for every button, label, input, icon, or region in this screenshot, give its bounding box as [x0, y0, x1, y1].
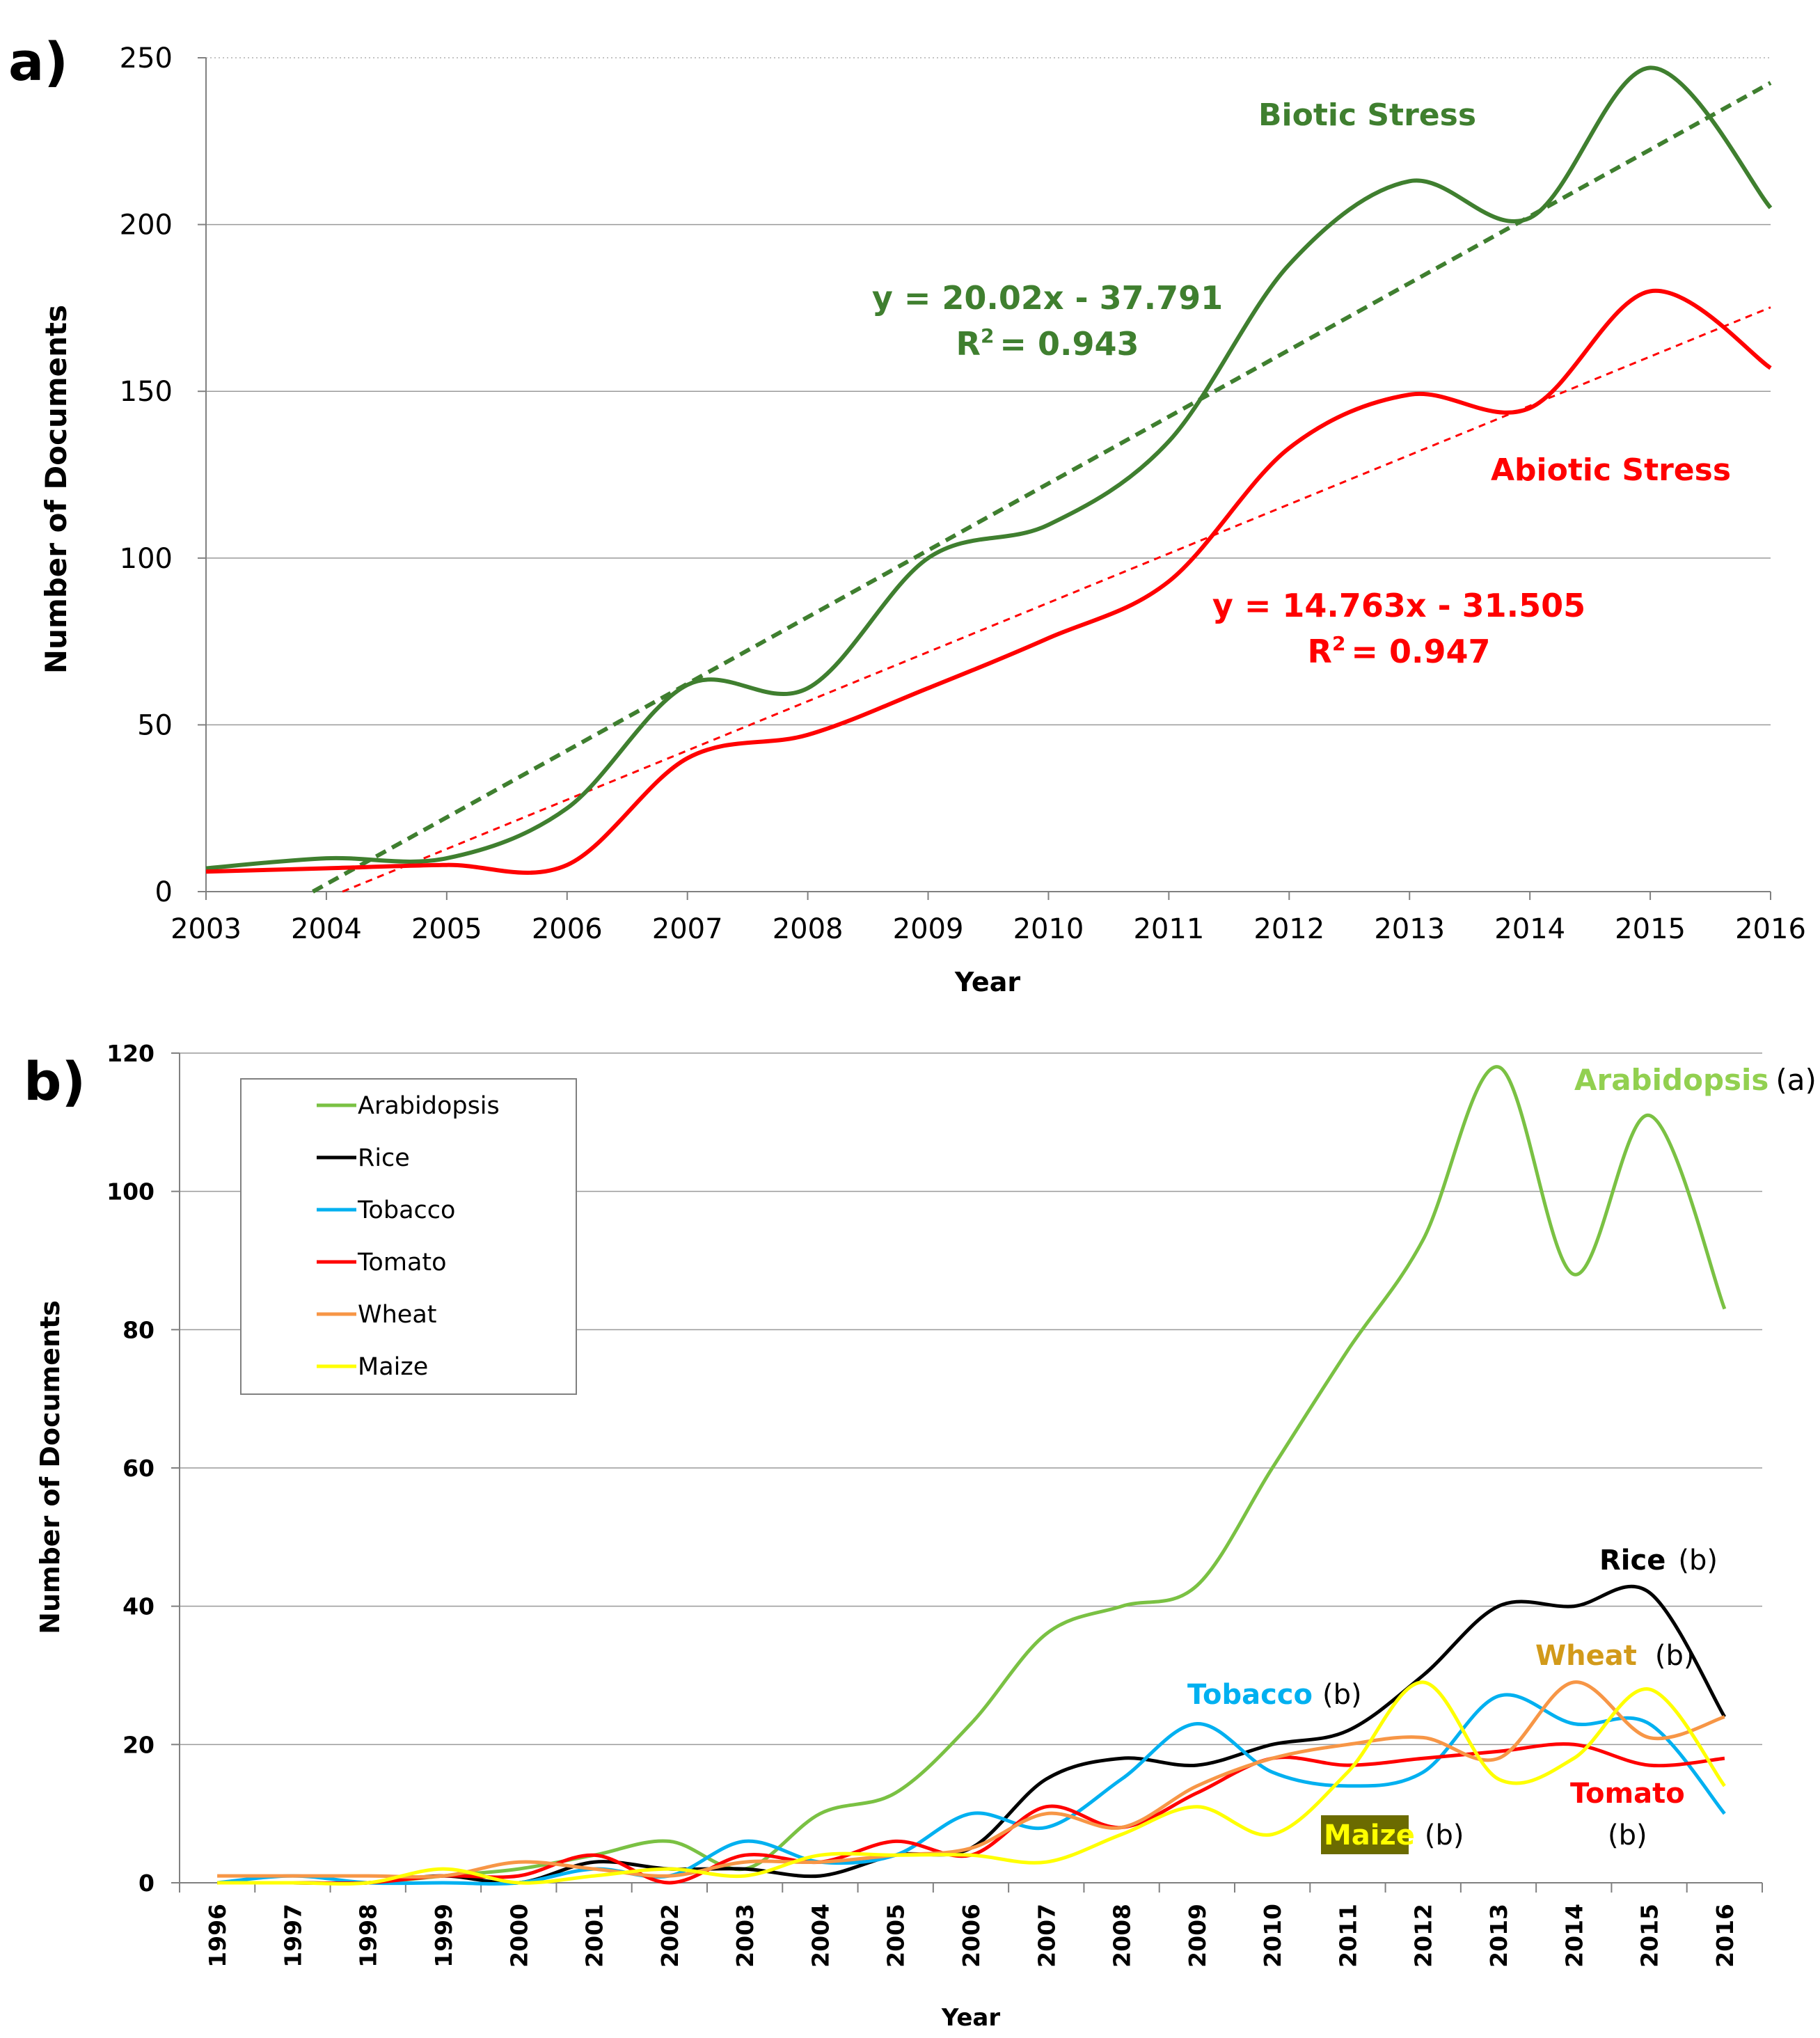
panel-b-y-tick-label: 60 [122, 1455, 155, 1482]
panel-b-x-tick-label: 2011 [1334, 1904, 1361, 1968]
legend-box [240, 1078, 577, 1395]
panel-b-x-tick-label: 2008 [1109, 1904, 1136, 1968]
legend: Arabidopsis Rice Tobacco Tomato Wheat Maize [240, 1078, 577, 1395]
panel-a-y-axis-label: Number of Documents [39, 305, 73, 674]
panel-a-x-tick-label: 2015 [1615, 913, 1686, 945]
panel-b-y-axis-label: Number of Documents [35, 1300, 65, 1634]
biotic-trend-equation: y = 20.02x - 37.791 [872, 279, 1223, 317]
panel-b-x-tick-label: 2005 [883, 1904, 910, 1968]
panel-a-x-tick-label: 2012 [1253, 913, 1324, 945]
panel-a-x-tick-label: 2006 [532, 913, 603, 945]
legend-label-tobacco: Tobacco [357, 1196, 455, 1224]
legend-label-rice: Rice [358, 1144, 410, 1172]
panel-a-x-tick-label: 2005 [411, 913, 482, 945]
biotic-trend-r2: R2 = 0.943 [956, 324, 1139, 363]
panel-b-chart: b) 0 20 40 60 80 100 120 1996 1997 1998 1999 2000 2… [24, 1040, 1817, 2032]
panel-b-x-axis-label: Year [941, 2004, 1001, 2032]
tomato-annotation-suffix: (b) [1608, 1819, 1647, 1851]
panel-b-y-tick-label: 80 [122, 1316, 155, 1343]
wheat-line [217, 1680, 1725, 1879]
panel-b-y-tick-label: 100 [106, 1178, 155, 1206]
legend-label-wheat: Wheat [358, 1301, 437, 1329]
panel-b-x-tick-label: 2013 [1485, 1904, 1512, 1968]
rice-annotation: Rice (b) [1599, 1545, 1718, 1577]
arabidopsis-line [217, 1065, 1727, 1886]
panel-a-x-tick-label: 2007 [652, 913, 723, 945]
panel-a-x-tick-label: 2004 [291, 913, 362, 945]
panel-b-x-tick-label: 2010 [1259, 1904, 1286, 1968]
panel-a-y-tick-label: 250 [120, 42, 173, 74]
panel-a-y-tick-label: 50 [137, 709, 173, 741]
panel-a-x-axis-label: Year [954, 967, 1020, 997]
panel-b-x-tick-label: 2015 [1636, 1904, 1663, 1968]
panel-a-chart: a) 0 50 100 150 200 250 2003 2004 2005 2006 2007 2… [8, 31, 1806, 997]
panel-b-x-tick-label: 2004 [807, 1904, 834, 1968]
panel-b-x-tick-label: 2016 [1711, 1904, 1739, 1968]
panel-b-x-tick-label: 1999 [430, 1904, 457, 1968]
panel-b-x-tick-label: 2000 [505, 1904, 532, 1968]
biotic-stress-trendline [312, 81, 1772, 894]
panel-a-y-tick-label: 150 [120, 376, 173, 408]
abiotic-stress-label: Abiotic Stress [1491, 452, 1731, 488]
tobacco-line [216, 1693, 1726, 1886]
panel-b-y-tick-label: 0 [139, 1870, 155, 1897]
maize-line [217, 1680, 1726, 1886]
wheat-annotation: Wheat (b) [1535, 1640, 1694, 1672]
panel-a-x-tick-label: 2009 [893, 913, 964, 945]
panel-a-x-tick-label: 2003 [171, 913, 242, 945]
panel-b-x-tick-label: 2006 [958, 1904, 985, 1968]
abiotic-trend-r2: R2 = 0.947 [1308, 632, 1491, 670]
biotic-stress-label: Biotic Stress [1258, 97, 1476, 133]
legend-label-maize: Maize [358, 1353, 428, 1381]
rice-line [217, 1584, 1727, 1886]
panel-b-x-tick-label: 2003 [731, 1904, 759, 1968]
panel-a-x-tick-label: 2016 [1735, 913, 1806, 945]
panel-b-x-tick-label: 2007 [1033, 1904, 1060, 1968]
biotic-stress-line [205, 65, 1773, 871]
legend-label-arabidopsis: Arabidopsis [358, 1092, 500, 1120]
panel-a-y-tick-label: 100 [120, 543, 173, 575]
panel-b-x-tick-label: 2009 [1184, 1904, 1211, 1968]
panel-b-y-tick-label: 40 [122, 1593, 155, 1620]
tomato-annotation: Tomato [1570, 1778, 1685, 1810]
maize-annotation-box [1321, 1815, 1409, 1854]
abiotic-trend-equation: y = 14.763x - 31.505 [1212, 587, 1585, 624]
panel-a-y-tick-label: 200 [120, 210, 173, 242]
panel-b-x-tick-label: 2002 [656, 1904, 683, 1968]
maize-annotation: Maize (b) [1324, 1819, 1464, 1851]
arabidopsis-annotation: Arabidopsis (a) [1574, 1063, 1817, 1097]
panel-b-label: b) [24, 1050, 86, 1112]
tobacco-annotation: Tobacco (b) [1187, 1679, 1362, 1711]
panel-b-x-tick-label: 2012 [1410, 1904, 1437, 1968]
panel-a-x-tick-label: 2013 [1374, 913, 1445, 945]
panel-a-x-tick-label: 2010 [1013, 913, 1084, 945]
panel-b-x-tick-label: 2001 [581, 1904, 608, 1968]
panel-a-x-tick-label: 2014 [1494, 913, 1565, 945]
panel-a-x-tick-label: 2011 [1133, 913, 1204, 945]
panel-b-y-tick-label: 20 [122, 1731, 155, 1758]
panel-a-x-tick-label: 2008 [773, 913, 844, 945]
legend-label-tomato: Tomato [357, 1249, 447, 1277]
panel-a-y-tick-label: 0 [155, 876, 173, 908]
panel-b-y-tick-label: 120 [106, 1040, 155, 1067]
panel-b-x-tick-label: 1996 [204, 1904, 231, 1968]
panel-b-x-tick-label: 2014 [1560, 1904, 1588, 1968]
abiotic-stress-line [205, 288, 1772, 875]
panel-b-x-tick-label: 1997 [279, 1904, 306, 1968]
panel-a-label: a) [8, 31, 68, 93]
panel-b-x-tick-label: 1998 [355, 1904, 382, 1968]
